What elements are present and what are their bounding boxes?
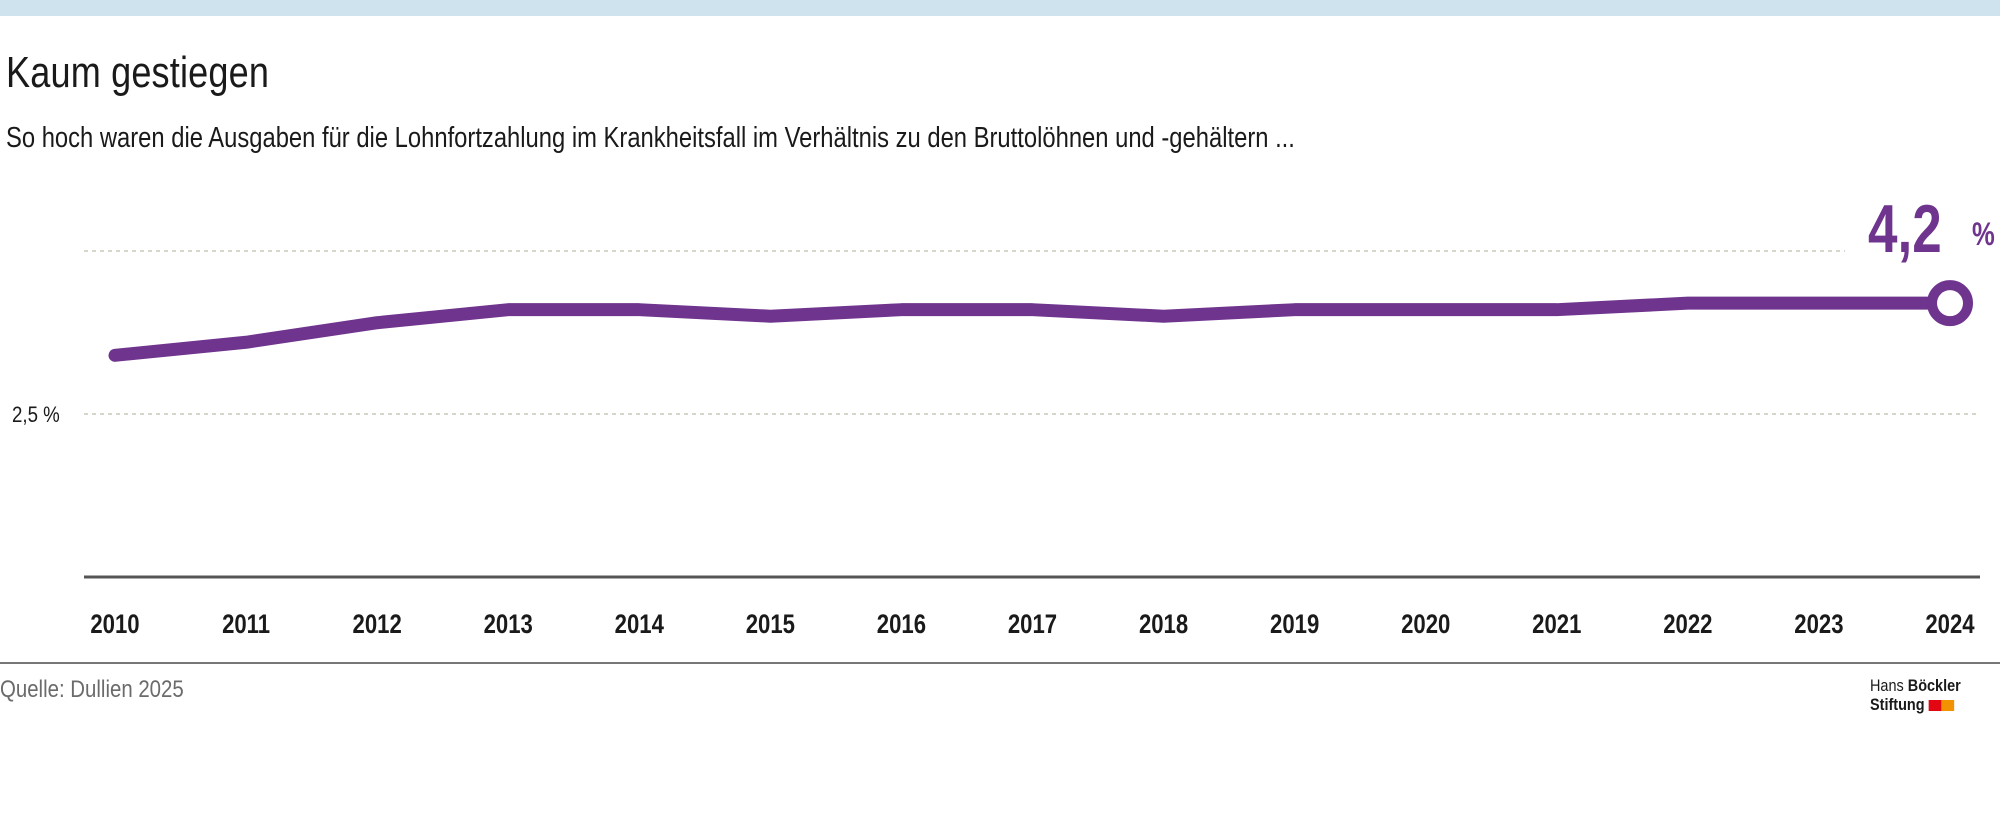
x-tick-label: 2014 [615, 610, 664, 640]
y-tick-label: 2,5 % [12, 404, 60, 428]
x-tick-label: 2017 [1008, 610, 1057, 640]
x-tick-label: 2011 [222, 610, 270, 640]
gridlines [84, 250, 1980, 415]
x-tick-label: 2021 [1532, 610, 1581, 640]
series-line [108, 296, 1957, 362]
x-tick-label: 2015 [746, 610, 795, 640]
logo-text-hans: Hans [1870, 676, 1904, 695]
logo-orange-square-icon [1941, 700, 1955, 711]
end-value-unit: % [1972, 217, 1995, 252]
chart-title: Kaum gestiegen [6, 48, 270, 97]
logo-text-stiftung: Stiftung [1870, 695, 1925, 714]
x-tick-label: 2022 [1663, 610, 1712, 640]
footer-divider [0, 662, 2000, 664]
line-chart: 2,5 % 2010 2011 2012 2013 2014 2015 2016 2017 20… [12, 191, 1995, 640]
end-value-label: 4,2% [1868, 191, 1995, 267]
series-layer [108, 280, 1973, 362]
x-tick-label: 2012 [353, 610, 402, 640]
x-axis-ticks: 2010 2011 2012 2013 2014 2015 2016 2017 2018 2019… [90, 610, 1974, 640]
x-tick-label: 2019 [1270, 610, 1319, 640]
chart-subtitle: So hoch waren die Ausgaben für die Lohnf… [6, 122, 1295, 154]
x-tick-label: 2024 [1925, 610, 1974, 640]
logo-red-square-icon [1928, 700, 1942, 711]
x-tick-label: 2010 [90, 610, 139, 640]
end-value-number: 4,2 [1868, 191, 1942, 267]
x-tick-label: 2020 [1401, 610, 1450, 640]
source-note: Quelle: Dullien 2025 [0, 676, 184, 703]
x-tick-label: 2013 [484, 610, 533, 640]
x-tick-label: 2023 [1794, 610, 1843, 640]
hans-boeckler-logo: Hans Böckler Stiftung [1870, 676, 1961, 714]
end-point-marker [1927, 280, 1973, 327]
logo-text-boeckler: Böckler [1907, 676, 1961, 695]
x-tick-label: 2016 [877, 610, 926, 640]
top-accent-bar [0, 0, 2000, 16]
y-axis-ticks: 2,5 % [12, 404, 60, 428]
x-tick-label: 2018 [1139, 610, 1188, 640]
